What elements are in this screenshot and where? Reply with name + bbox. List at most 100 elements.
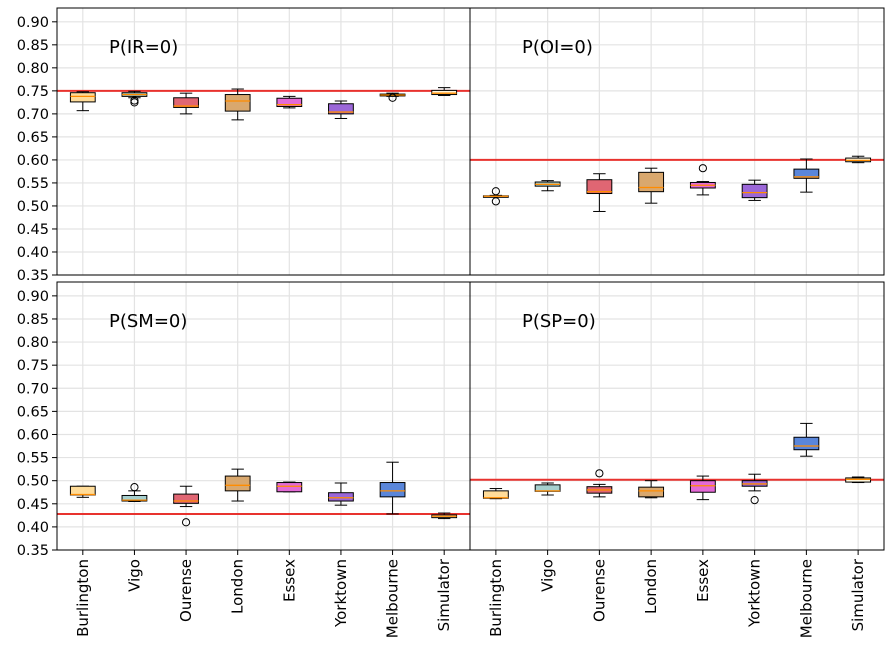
- y-tick-label: 0.75: [17, 84, 49, 100]
- box-iqr: [173, 97, 199, 108]
- y-tick-label: 0.90: [17, 289, 49, 305]
- x-tick-label: London: [229, 559, 247, 614]
- outlier-point: [750, 495, 759, 505]
- box-london: [638, 480, 665, 499]
- box-vigo: [121, 90, 148, 107]
- box-london: [638, 167, 665, 204]
- box-burlington: [69, 485, 96, 498]
- box-burlington: [69, 91, 96, 112]
- x-tick-label: Ourense: [177, 559, 195, 622]
- x-tick-label: London: [642, 559, 660, 614]
- box-iqr: [431, 89, 458, 96]
- box-ourense: [173, 92, 199, 115]
- y-tick-label: 0.45: [17, 222, 49, 238]
- outlier-point: [388, 93, 397, 102]
- panel-label: P(IR=0): [109, 37, 178, 58]
- y-tick-label: 0.60: [17, 427, 49, 443]
- box-iqr: [328, 103, 354, 115]
- box-yorktown: [328, 482, 354, 506]
- x-tick-label: Melbourne: [797, 559, 815, 638]
- box-iqr: [638, 171, 665, 193]
- panel-3: P(SM=0) 0.35 0.40 0.45 0.50 0.55 0.60 0.65 0.70 0…: [17, 281, 471, 638]
- y-tick-label: 0.45: [17, 497, 49, 513]
- y-tick-label: 0.75: [17, 358, 49, 374]
- x-tick-label: Yorktown: [746, 559, 764, 628]
- box-iqr: [121, 494, 148, 502]
- y-tick-label: 0.55: [17, 176, 49, 192]
- box-iqr: [328, 492, 354, 502]
- x-tick-label: Burlington: [74, 559, 92, 637]
- box-melbourne: [793, 158, 820, 193]
- x-tick-label: Simulator: [435, 558, 453, 631]
- y-tick-label: 0.55: [17, 451, 49, 467]
- box-iqr: [741, 183, 768, 199]
- y-tick-label: 0.60: [17, 153, 49, 169]
- y-tick-label: 0.70: [17, 107, 49, 123]
- outlier-point: [491, 197, 500, 206]
- box-ourense: [586, 173, 613, 212]
- box-essex: [689, 475, 716, 501]
- box-iqr: [638, 486, 665, 498]
- x-tick-label: Essex: [280, 559, 298, 602]
- box-iqr: [689, 480, 716, 493]
- box-essex: [276, 95, 303, 109]
- box-iqr: [173, 493, 199, 504]
- y-tick-label: 0.35: [17, 268, 49, 284]
- x-tick-label: Vigo: [125, 559, 143, 592]
- y-tick-label: 0.85: [17, 38, 49, 54]
- box-melbourne: [793, 422, 820, 457]
- y-tick-label: 0.70: [17, 381, 49, 397]
- y-tick-label: 0.65: [17, 130, 49, 146]
- outlier-point: [130, 483, 139, 492]
- panel-frame: [469, 281, 885, 551]
- box-iqr: [793, 168, 820, 179]
- box-iqr: [276, 482, 303, 493]
- x-tick-label: Essex: [694, 559, 712, 602]
- x-tick-label: Burlington: [487, 559, 505, 637]
- box-simulator: [845, 476, 872, 484]
- box-vigo: [534, 180, 561, 192]
- box-ourense: [586, 469, 613, 498]
- box-simulator: [431, 512, 458, 520]
- box-iqr: [224, 94, 251, 112]
- panel-frame: [469, 7, 885, 276]
- box-iqr: [586, 179, 613, 195]
- y-tick-label: 0.40: [17, 520, 49, 536]
- box-iqr: [69, 485, 96, 496]
- y-tick-label: 0.35: [17, 543, 49, 559]
- box-ourense: [173, 485, 199, 527]
- x-tick-label: Yorktown: [332, 559, 350, 628]
- outlier-point: [595, 469, 604, 478]
- y-tick-label: 0.40: [17, 245, 49, 261]
- box-iqr: [793, 436, 820, 451]
- y-tick-label: 0.85: [17, 312, 49, 328]
- box-iqr: [276, 97, 303, 108]
- box-iqr: [845, 477, 872, 483]
- x-tick-label: Melbourne: [384, 559, 402, 638]
- x-tick-label: Ourense: [590, 559, 608, 622]
- box-simulator: [845, 155, 872, 164]
- box-london: [224, 468, 251, 502]
- x-tick-label: Vigo: [539, 559, 557, 592]
- panel-label: P(OI=0): [522, 37, 593, 58]
- box-simulator: [431, 87, 458, 96]
- y-tick-label: 0.50: [17, 474, 49, 490]
- panel-4: P(SP=0) Burlington Vigo Ourense London Essex Y…: [469, 281, 885, 638]
- box-iqr: [224, 475, 251, 492]
- outlier-point: [698, 164, 707, 173]
- outlier-point: [130, 98, 139, 107]
- outlier-point: [181, 518, 191, 527]
- box-london: [224, 88, 251, 121]
- box-vigo: [534, 482, 561, 496]
- box-essex: [689, 164, 716, 196]
- y-tick-label: 0.80: [17, 335, 49, 351]
- box-yorktown: [741, 473, 768, 505]
- outlier-point: [491, 187, 500, 196]
- box-vigo: [121, 483, 148, 502]
- box-iqr: [379, 482, 406, 498]
- y-tick-label: 0.80: [17, 61, 49, 77]
- box-essex: [276, 481, 303, 493]
- panel-2: P(OI=0): [469, 7, 885, 276]
- y-tick-label: 0.65: [17, 404, 49, 420]
